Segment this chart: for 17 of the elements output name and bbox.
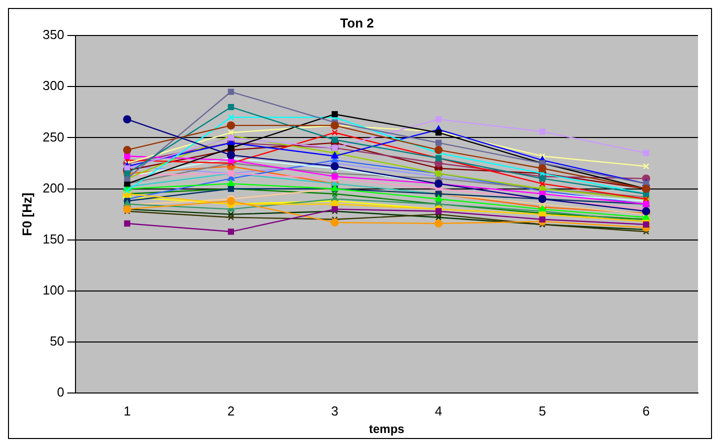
y-tick-label: 350: [42, 27, 64, 42]
y-axis-title: F0 [Hz]: [19, 192, 34, 236]
x-tick-label: 4: [434, 403, 442, 418]
y-tick-label: 50: [50, 334, 64, 349]
x-tick-label: 6: [642, 403, 650, 418]
chart-title: Ton 2: [340, 15, 374, 30]
x-axis-title: temps: [368, 422, 405, 436]
y-tick-label: 0: [57, 384, 64, 400]
x-tick-label: 3: [331, 403, 338, 418]
y-tick-label: 100: [42, 282, 64, 298]
y-tick-label: 150: [42, 231, 64, 246]
y-tick-label: 250: [42, 129, 64, 144]
y-tick-label: 300: [42, 78, 64, 94]
x-tick-label: 2: [227, 403, 235, 418]
x-tick-label: 5: [538, 403, 546, 418]
y-tick-label: 200: [42, 180, 64, 196]
x-tick-label: 1: [124, 403, 131, 418]
